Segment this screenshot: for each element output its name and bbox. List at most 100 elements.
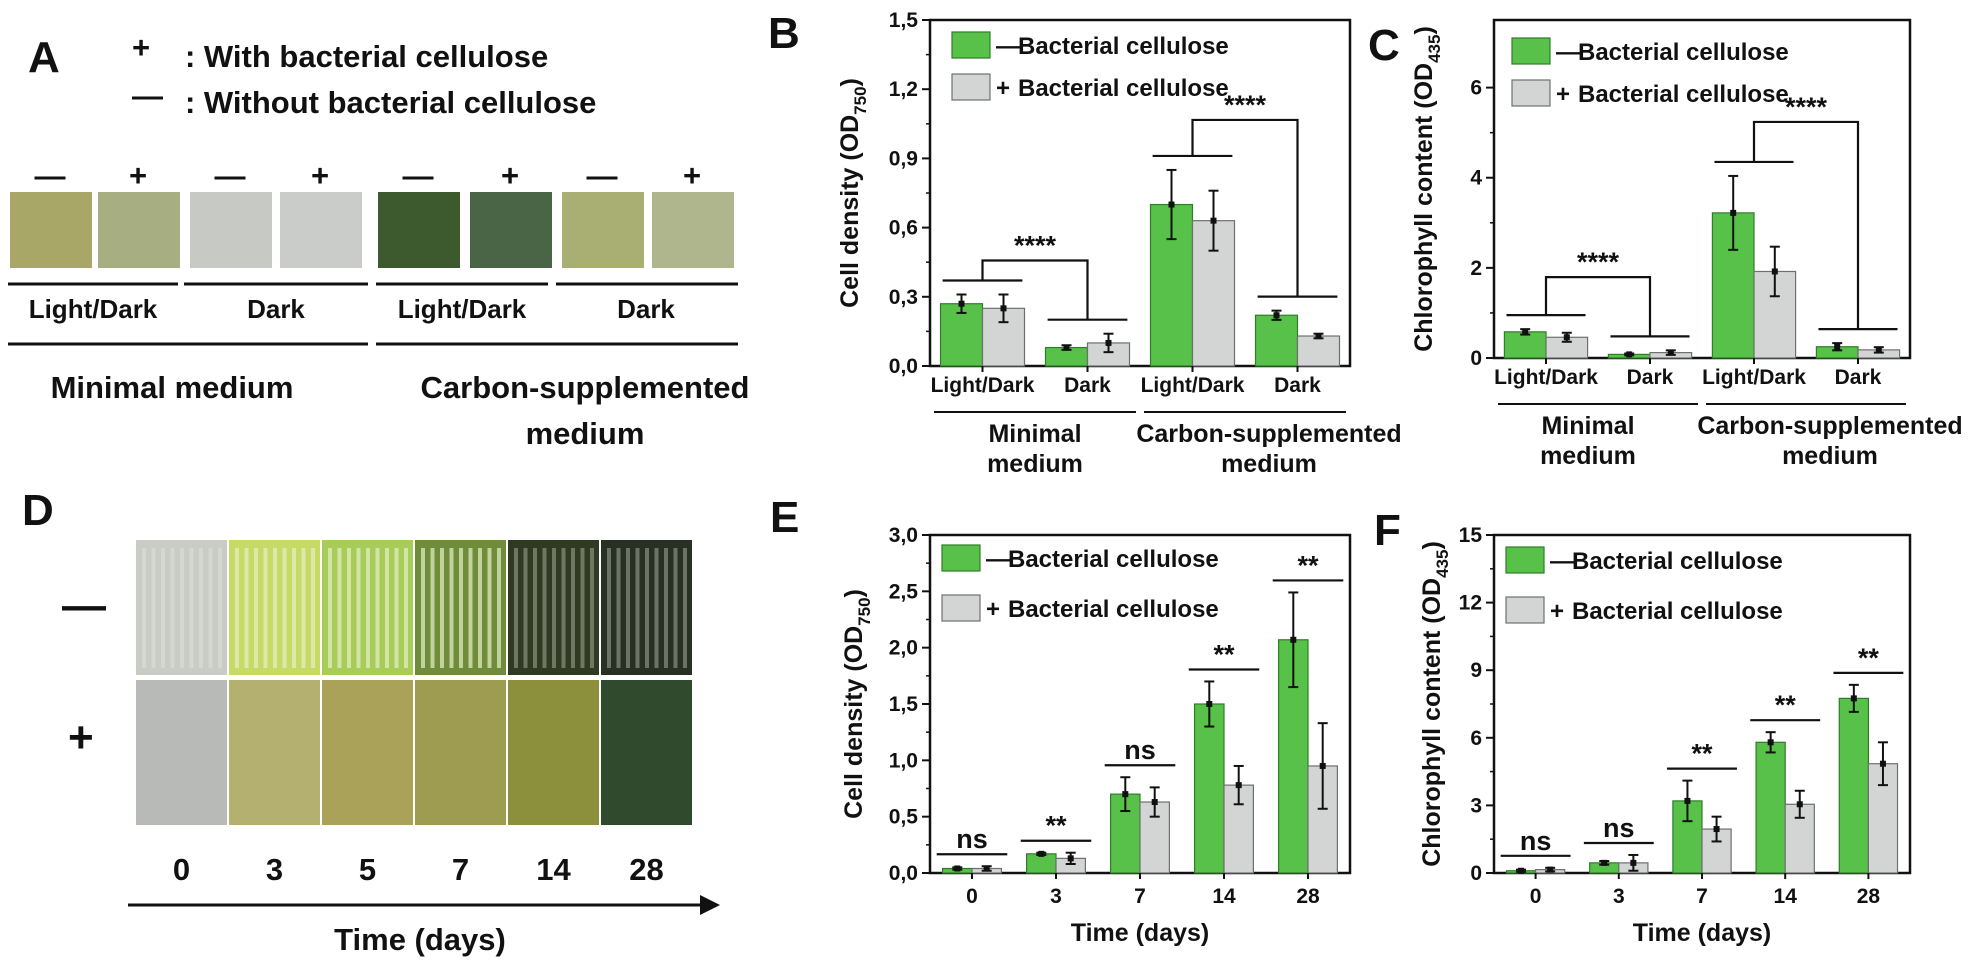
sample-sign: +: [501, 158, 519, 193]
lattice-stripe: [301, 548, 306, 668]
lattice-stripe: [180, 548, 184, 668]
lattice-stripe: [523, 548, 528, 668]
y-axis-title-end: ): [836, 78, 864, 86]
sample-photo: [652, 192, 734, 268]
significance-label: **: [1691, 739, 1713, 769]
mean-marker: [1834, 343, 1841, 350]
legend-sign: +: [1550, 598, 1564, 625]
legend-sign: —: [1556, 39, 1580, 66]
mean-marker: [1522, 328, 1529, 335]
x-tick-label: 28: [1857, 885, 1881, 908]
mean-marker: [1063, 344, 1070, 351]
lattice-stripe: [151, 548, 156, 668]
legend-sign: —: [996, 33, 1020, 60]
sample-photo: [98, 192, 180, 268]
significance-label: ns: [1520, 826, 1552, 856]
legend-label: Bacterial cellulose: [1018, 33, 1229, 60]
mean-marker: [1000, 305, 1007, 312]
legend-minus-symbol: —: [132, 78, 163, 113]
y-axis-title-sub: 435: [1425, 35, 1444, 63]
lattice-stripe: [282, 548, 287, 668]
y-tick-label: 0,0: [889, 862, 918, 885]
day-labels: 0 3 5 7 14 28: [173, 852, 664, 887]
legend-plus-text: : With bacterial cellulose: [185, 39, 548, 74]
sample-photo: [378, 192, 460, 268]
lattice-stripe: [366, 548, 370, 668]
y-tick-label: 1,5: [889, 693, 919, 716]
bar-without-cellulose: [1838, 697, 1870, 874]
lattice-stripe: [161, 548, 165, 668]
legend-sign: +: [986, 596, 1000, 623]
condition-label: Light/Dark: [398, 294, 527, 324]
legend-swatch-with: [941, 594, 981, 622]
lattice-stripe: [664, 548, 668, 668]
lattice-stripe: [478, 548, 482, 668]
lattice-stripe: [645, 548, 649, 668]
lattice-stripe: [571, 548, 575, 668]
mean-marker: [1038, 850, 1045, 857]
y-axis-title-sub: 750: [855, 597, 874, 625]
panel-f-chart: F 0 3 6 9 12 15 Chlorophyll content (OD435) 0 3 7 1…: [1374, 506, 1912, 947]
group-label: medium: [1221, 450, 1317, 478]
lattice-stripe: [449, 548, 454, 668]
sample-sign: +: [129, 158, 147, 193]
lattice-stripe: [607, 548, 611, 668]
group-label: Minimal: [1541, 412, 1634, 440]
panel-b-chart: B 0,0 0,3 0,6 0,9 1,2 1,5 Cell density (OD750) L…: [768, 9, 1402, 478]
mean-marker: [1547, 866, 1554, 873]
mean-marker: [1850, 695, 1857, 702]
panel-c-chart: C 0 2 4 6 Chlorophyll content (OD435) Light/Da…: [1368, 18, 1963, 470]
y-tick-label: 9: [1470, 659, 1482, 682]
legend-label: Bacterial cellulose: [1572, 548, 1783, 575]
day-label: 5: [359, 852, 376, 887]
legend-swatch-with: [1505, 596, 1545, 624]
significance-bracket: [1752, 120, 1860, 330]
mean-marker: [1210, 217, 1217, 224]
mean-marker: [1771, 268, 1778, 275]
lattice-stripe: [404, 548, 408, 668]
y-tick-label: 12: [1459, 592, 1482, 615]
significance-bracket: [981, 259, 1089, 320]
mean-marker: [1667, 349, 1674, 356]
mean-marker: [1235, 782, 1242, 789]
lattice-stripe: [189, 548, 194, 668]
lattice-stripe: [487, 548, 492, 668]
mean-marker: [1518, 867, 1525, 874]
y-tick-label: 0,9: [889, 147, 918, 170]
sample-signs: — + — + — + — +: [35, 158, 702, 193]
day-label: 3: [266, 852, 283, 887]
significance-label: **: [1213, 639, 1235, 669]
y-tick-label: 1,5: [889, 9, 919, 32]
mean-marker: [983, 865, 990, 872]
bar-without-cellulose: [1277, 639, 1309, 874]
panel-label-d: D: [22, 486, 54, 535]
y-axis-title-end: ): [840, 589, 868, 597]
significance-bracket: [1544, 276, 1652, 337]
lattice-stripe: [199, 548, 203, 668]
y-axis-title: Chlorophyll content (OD435): [1418, 541, 1452, 867]
significance-label: **: [1297, 550, 1319, 580]
x-tick-label: Light/Dark: [1141, 374, 1245, 397]
x-tick-label: Light/Dark: [931, 374, 1035, 397]
legend-label: Bacterial cellulose: [1578, 39, 1789, 66]
mean-marker: [1875, 346, 1882, 353]
significance-bracket: [1191, 118, 1299, 297]
y-tick-label: 3: [1470, 794, 1482, 817]
sample-sign: +: [683, 158, 701, 193]
lattice-stripe: [440, 548, 444, 668]
day-label: 7: [452, 852, 469, 887]
lattice-stripe: [263, 548, 268, 668]
significance-label: ns: [1603, 813, 1635, 843]
mean-marker: [1168, 201, 1175, 208]
photo-with-cellulose: [229, 680, 320, 825]
photo-with-cellulose: [601, 680, 692, 825]
mean-marker: [1067, 855, 1074, 862]
significance-label: **: [1045, 811, 1067, 841]
mean-marker: [1206, 701, 1213, 707]
day-label: 14: [536, 852, 571, 887]
y-tick-label: 2,5: [889, 580, 919, 603]
panel-e-chart: E 0,0 0,5 1,0 1,5 2,0 2,5 3,0 Cell density (OD75…: [770, 493, 1352, 947]
lattice-stripe: [244, 548, 249, 668]
